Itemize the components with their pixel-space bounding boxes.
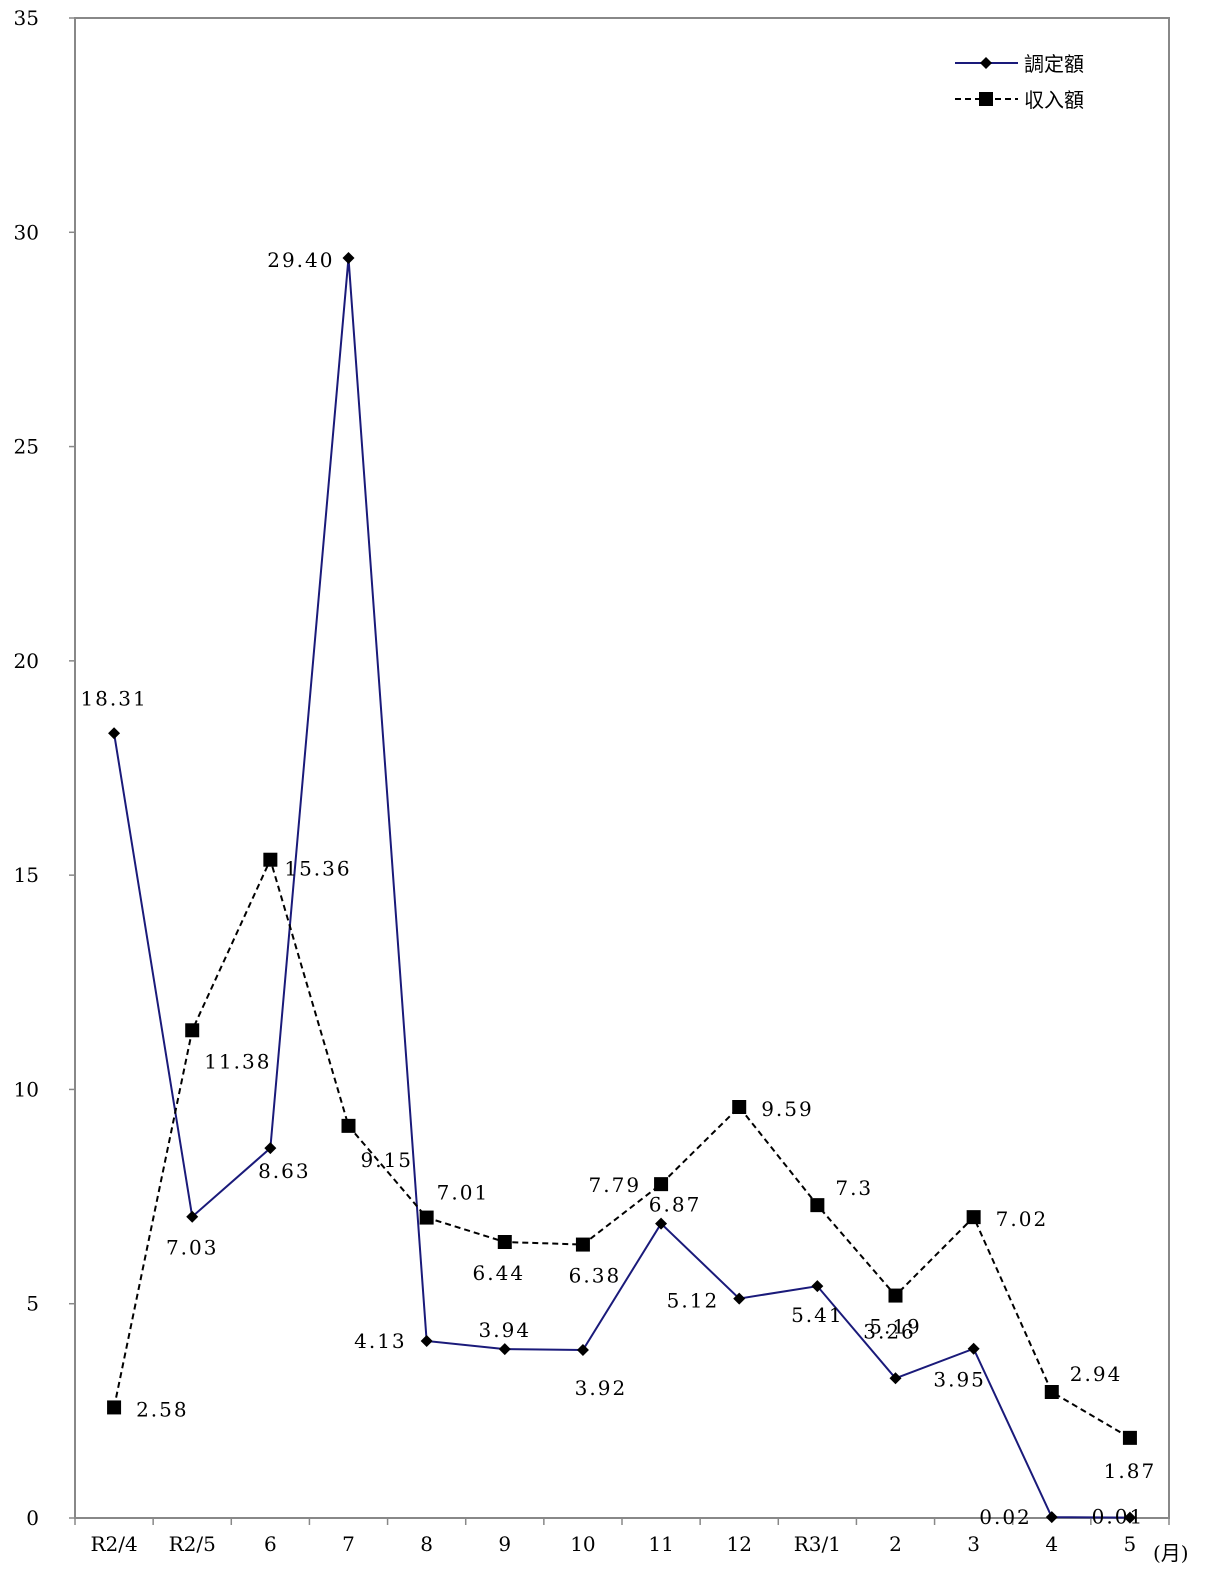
series-2-point xyxy=(575,1237,590,1252)
x-tick-label: 5 xyxy=(1124,1532,1137,1556)
x-tick-label: 6 xyxy=(264,1532,277,1556)
series-1-point xyxy=(655,1217,668,1230)
legend-label: 収入額 xyxy=(1024,88,1084,112)
data-label-series-2: 11.38 xyxy=(204,1049,271,1073)
data-label-series-2: 6.38 xyxy=(569,1264,622,1288)
data-label-series-1: 4.13 xyxy=(354,1329,407,1353)
data-label-series-1: 29.40 xyxy=(267,248,334,272)
series-layer xyxy=(107,252,1137,1524)
series-2-point xyxy=(263,852,278,867)
data-label-series-2: 7.01 xyxy=(437,1181,490,1205)
series-1-point xyxy=(576,1344,589,1356)
data-label-series-2: 9.15 xyxy=(361,1148,414,1172)
y-tick-label: 0 xyxy=(26,1506,39,1530)
series-line-2 xyxy=(113,856,1131,1439)
legend-swatch-marker xyxy=(980,57,992,69)
data-label-series-1: 0.02 xyxy=(979,1505,1032,1529)
data-label-series-1: 8.63 xyxy=(258,1159,311,1183)
data-label-series-2: 9.59 xyxy=(761,1097,814,1121)
data-label-series-2: 7.3 xyxy=(835,1176,873,1200)
y-tick-label: 25 xyxy=(14,435,39,459)
series-2-point xyxy=(888,1288,903,1303)
x-tick-label: R2/5 xyxy=(169,1532,216,1556)
data-label-series-2: 2.58 xyxy=(136,1397,189,1421)
data-label-series-2: 2.94 xyxy=(1070,1362,1123,1386)
series-1-point xyxy=(186,1210,199,1223)
legend-swatch-marker xyxy=(979,92,993,106)
x-tick-label: 3 xyxy=(967,1532,980,1556)
series-2-point xyxy=(1122,1430,1137,1445)
x-tick-label: 12 xyxy=(726,1532,751,1556)
x-axis: R2/4 R2/5 6 7 8 9 10 11 12 R3/1 2 3 4 5 xyxy=(74,1518,1170,1556)
series-2-point xyxy=(419,1210,434,1225)
x-tick-label: 4 xyxy=(1045,1532,1058,1556)
data-label-series-1: 3.92 xyxy=(575,1376,628,1400)
x-tick-label: 8 xyxy=(420,1532,433,1556)
y-tick-label: 20 xyxy=(14,649,39,673)
data-label-series-2: 6.44 xyxy=(473,1261,526,1285)
y-tick-label: 10 xyxy=(14,1077,39,1101)
y-tick-label: 35 xyxy=(14,6,39,30)
x-tick-label: 9 xyxy=(498,1532,511,1556)
series-1-point xyxy=(733,1292,746,1305)
series-2-point xyxy=(732,1100,747,1114)
series-1-point xyxy=(1123,1511,1136,1524)
series-1-point xyxy=(264,1142,277,1155)
data-label-series-1: 7.03 xyxy=(166,1236,219,1260)
x-axis-unit: (月) xyxy=(1153,1541,1189,1565)
data-label-series-1: 18.31 xyxy=(80,686,147,710)
series-2-point xyxy=(185,1023,200,1038)
series-2-point xyxy=(107,1400,122,1415)
data-label-series-2: 5.19 xyxy=(869,1315,922,1339)
data-label-series-1: 3.94 xyxy=(479,1318,532,1342)
y-tick-label: 5 xyxy=(26,1292,39,1316)
x-tick-label: 11 xyxy=(648,1532,673,1556)
series-line-1 xyxy=(113,257,1130,1519)
legend-label: 調定額 xyxy=(1024,52,1084,76)
series-1-point xyxy=(811,1280,824,1293)
series-1-point xyxy=(420,1335,433,1347)
series-1-point xyxy=(889,1372,902,1385)
series-2-point xyxy=(654,1177,669,1192)
series-2-point xyxy=(497,1235,512,1249)
data-label-series-2: 15.36 xyxy=(284,857,351,881)
data-label-series-1: 3.26 xyxy=(863,1319,916,1343)
series-2-point xyxy=(341,1118,356,1133)
series-1-point xyxy=(1045,1511,1058,1524)
series-2-point xyxy=(966,1210,981,1225)
x-tick-label: R2/4 xyxy=(90,1532,137,1556)
data-label-series-1: 0.01 xyxy=(1092,1505,1145,1529)
plot-frame xyxy=(74,17,1170,1519)
series-2-point xyxy=(810,1198,825,1213)
data-label-series-1: 5.12 xyxy=(667,1289,720,1313)
data-labels: 18.31 7.03 8.63 29.40 4.13 3.94 3.92 6.87 5.12 5.… xyxy=(80,248,1157,1529)
x-tick-label: 2 xyxy=(889,1532,902,1556)
series-1-point xyxy=(342,252,355,264)
data-label-series-2: 7.79 xyxy=(589,1173,642,1197)
x-tick-label: 7 xyxy=(342,1532,355,1556)
series-2-point xyxy=(1044,1385,1059,1399)
x-tick-label: R3/1 xyxy=(794,1532,841,1556)
data-label-series-1: 3.95 xyxy=(933,1368,986,1392)
series-1-point xyxy=(108,727,121,740)
y-tick-label: 15 xyxy=(14,863,39,887)
series-1-point xyxy=(498,1343,511,1356)
x-tick-label: 10 xyxy=(570,1532,595,1556)
data-label-series-1: 6.87 xyxy=(649,1193,702,1217)
data-label-series-2: 7.02 xyxy=(996,1207,1049,1231)
series-1-point xyxy=(967,1342,980,1355)
y-axis: 0 5 10 15 20 25 30 35 xyxy=(14,6,75,1530)
y-tick-label: 30 xyxy=(14,220,39,244)
data-label-series-1: 5.41 xyxy=(791,1303,844,1327)
data-label-series-2: 1.87 xyxy=(1104,1459,1157,1483)
